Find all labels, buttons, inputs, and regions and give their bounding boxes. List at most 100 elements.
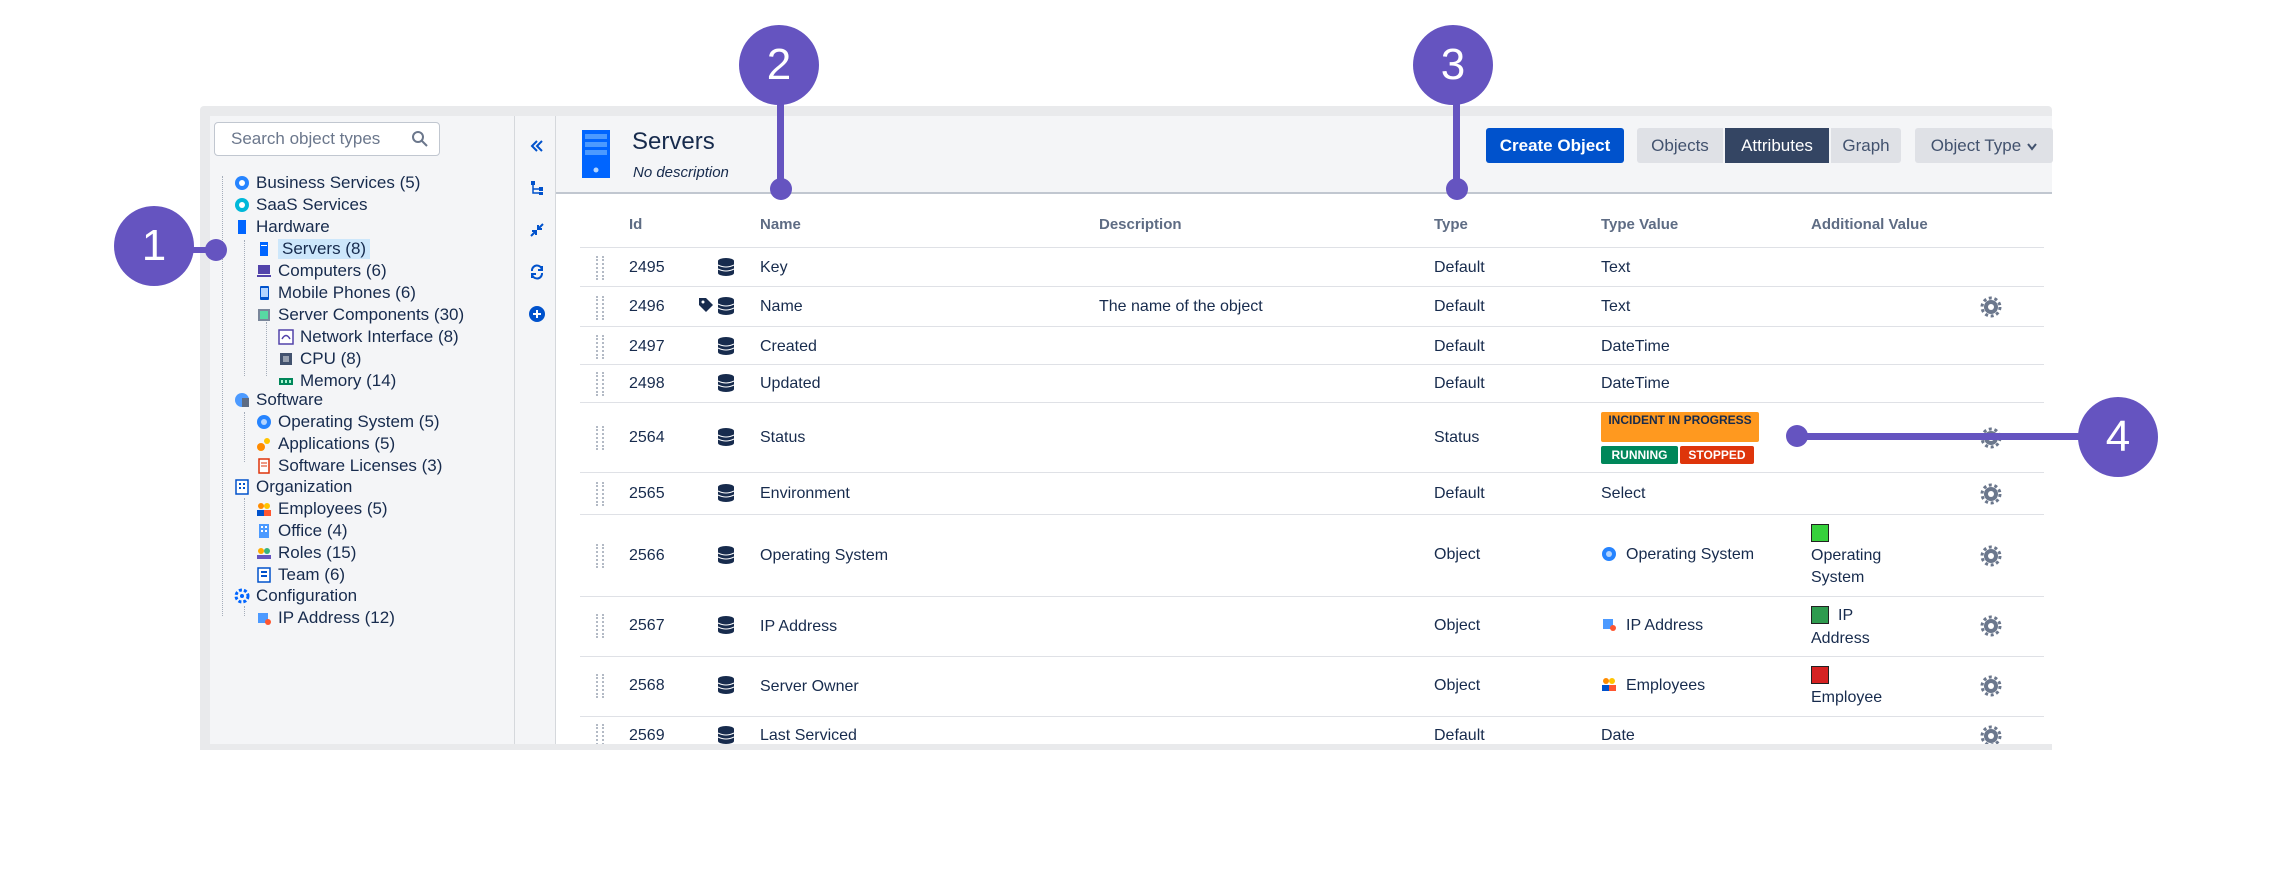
hierarchy-icon[interactable] [527, 178, 547, 198]
drag-handle[interactable] [596, 296, 604, 320]
status-badge-running: RUNNING [1601, 446, 1678, 464]
row-name[interactable]: Name [760, 298, 803, 315]
tab-objects[interactable]: Objects [1637, 128, 1723, 163]
refresh-icon[interactable] [527, 262, 547, 282]
tree-item-organization[interactable]: Organization [234, 476, 352, 497]
row-id: 2496 [629, 298, 665, 315]
computer-icon [256, 263, 272, 279]
tree-item-roles[interactable]: Roles (15) [256, 542, 356, 563]
row-type: Default [1434, 727, 1485, 744]
add-icon[interactable] [527, 304, 547, 324]
callout-connector-2 [777, 104, 784, 188]
callout-dot-2 [770, 178, 792, 200]
column-header-id[interactable]: Id [629, 216, 643, 233]
drag-handle[interactable] [596, 674, 604, 698]
database-icon [717, 427, 735, 452]
tree-item-software-licenses[interactable]: Software Licenses (3) [256, 455, 442, 476]
row-name[interactable]: Environment [760, 485, 850, 502]
row-type-value[interactable]: IP Address [1626, 617, 1704, 634]
object-type-dropdown[interactable]: Object Type [1915, 128, 2053, 163]
row-id: 2497 [629, 338, 665, 355]
applications-icon [256, 436, 272, 452]
drag-handle[interactable] [596, 372, 604, 396]
status-badge-incident: INCIDENT IN PROGRESS [1601, 412, 1759, 442]
drag-handle[interactable] [596, 482, 604, 506]
row-name[interactable]: Status [760, 429, 806, 446]
tree-item-saas-services[interactable]: SaaS Services [234, 194, 368, 215]
frame-bottom-border [200, 744, 2052, 750]
callout-connector-3 [1453, 104, 1460, 188]
row-type-value: Text [1601, 298, 1631, 315]
gear-icon[interactable] [1980, 296, 2002, 318]
gear-icon[interactable] [1980, 483, 2002, 505]
tree-item-network-interface[interactable]: Network Interface (8) [278, 326, 459, 347]
drag-handle[interactable] [596, 614, 604, 638]
tree-item-server-components[interactable]: Server Components (30) [256, 304, 464, 325]
drag-handle[interactable] [596, 544, 604, 568]
drag-handle[interactable] [596, 426, 604, 450]
tree-item-software[interactable]: Software [234, 389, 323, 410]
search-icon[interactable] [411, 130, 429, 153]
tree-line [244, 606, 245, 616]
row-divider [580, 596, 2044, 597]
create-object-button[interactable]: Create Object [1486, 128, 1624, 163]
row-type-value[interactable]: Employees [1626, 677, 1706, 694]
tree-item-team[interactable]: Team (6) [256, 564, 345, 585]
row-type-value: Date [1601, 727, 1635, 744]
row-name[interactable]: IP Address [760, 618, 838, 635]
tree-item-business-services[interactable]: Business Services (5) [234, 172, 420, 193]
row-type: Object [1434, 546, 1481, 563]
tree-item-applications[interactable]: Applications (5) [256, 433, 395, 454]
column-header-description[interactable]: Description [1099, 216, 1182, 233]
column-header-name[interactable]: Name [760, 216, 801, 233]
row-name[interactable]: Updated [760, 375, 821, 392]
tree-item-ip-address[interactable]: IP Address (12) [256, 607, 395, 628]
tree-item-hardware[interactable]: Hardware [234, 216, 330, 237]
row-divider [580, 514, 2044, 515]
tree-item-configuration[interactable]: Configuration [234, 585, 357, 606]
gear-icon[interactable] [1980, 545, 2002, 567]
row-additional-value: Employee [1811, 689, 1883, 706]
callout-dot-3 [1446, 178, 1468, 200]
row-name[interactable]: Server Owner [760, 678, 859, 695]
tree-item-cpu[interactable]: CPU (8) [278, 348, 361, 369]
gear-icon[interactable] [1980, 675, 2002, 697]
row-name[interactable]: Last Serviced [760, 727, 857, 744]
row-id: 2565 [629, 485, 665, 502]
search-input[interactable] [229, 123, 413, 155]
drag-handle[interactable] [596, 335, 604, 359]
callout-1: 1 [114, 206, 194, 286]
tree-item-computers[interactable]: Computers (6) [256, 260, 387, 281]
ip-address-icon [256, 610, 272, 626]
column-header-additional-value[interactable]: Additional Value [1811, 216, 1928, 233]
row-additional-value: IP [1838, 607, 1854, 624]
tree-item-label: Software [256, 389, 324, 409]
callout-connector-4 [1796, 433, 2096, 440]
row-type-value[interactable]: Operating System [1626, 546, 1755, 563]
object-type-dropdown-label: Object Type [1930, 135, 2022, 155]
tab-attributes[interactable]: Attributes [1725, 128, 1829, 163]
row-name[interactable]: Key [760, 259, 788, 276]
row-name[interactable]: Created [760, 338, 817, 355]
database-icon [717, 296, 735, 321]
row-divider [580, 247, 2044, 248]
tree-item-memory[interactable]: Memory (14) [278, 370, 396, 391]
server-components-icon [256, 307, 272, 323]
tree-item-employees[interactable]: Employees (5) [256, 498, 388, 519]
drag-handle[interactable] [596, 256, 604, 280]
status-badge-stopped: STOPPED [1680, 446, 1754, 464]
gear-icon[interactable] [1980, 615, 2002, 637]
collapse-all-icon[interactable] [527, 220, 547, 240]
tree-item-operating-system[interactable]: Operating System (5) [256, 411, 440, 432]
callout-dot-4 [1786, 425, 1808, 447]
row-name[interactable]: Operating System [760, 547, 889, 564]
column-header-type[interactable]: Type [1434, 216, 1468, 233]
search-object-types[interactable] [214, 122, 440, 156]
drag-handle[interactable] [596, 724, 604, 748]
tab-graph[interactable]: Graph [1831, 128, 1901, 163]
column-header-type-value[interactable]: Type Value [1601, 216, 1679, 233]
tree-item-office[interactable]: Office (4) [256, 520, 348, 541]
collapse-sidebar-icon[interactable] [527, 136, 547, 156]
tree-item-mobile-phones[interactable]: Mobile Phones (6) [256, 282, 416, 303]
tree-item-servers[interactable]: Servers (8) [256, 238, 371, 259]
